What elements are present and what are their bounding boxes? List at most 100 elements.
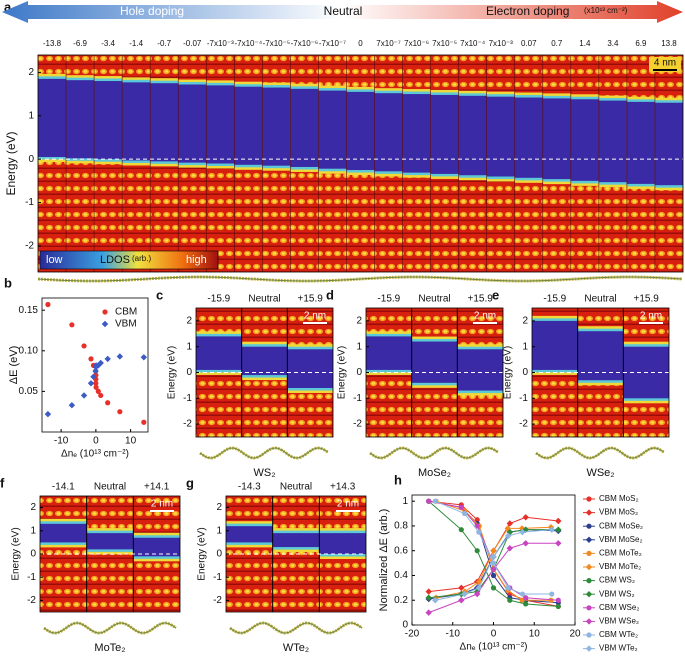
point — [555, 517, 562, 525]
y-tick-label: 0 — [356, 367, 362, 378]
point — [523, 601, 529, 607]
point — [90, 373, 97, 380]
doping-label: -0.7 — [157, 39, 171, 48]
y-tick-label: -2 — [183, 419, 192, 430]
legend-label: VBM MoTe₂ — [599, 562, 641, 571]
y-axis-label: Energy (eV) — [503, 346, 514, 399]
y-tick-label: 1 — [356, 341, 362, 352]
point — [505, 585, 511, 591]
band-gap — [196, 336, 242, 370]
band-gap — [206, 85, 235, 164]
point — [555, 526, 562, 533]
y-tick-label: 1 — [30, 525, 36, 536]
y-tick-label: 2 — [30, 502, 36, 513]
y-tick-label: -2 — [353, 419, 362, 430]
y-tick-label: 0 — [28, 154, 34, 165]
point — [519, 528, 526, 536]
panel-letter: a — [4, 0, 12, 14]
point — [490, 585, 497, 591]
point — [547, 523, 555, 531]
band-gap — [241, 346, 288, 376]
column-label: Neutral — [418, 294, 450, 305]
legend-marker — [585, 591, 593, 598]
legend-marker — [586, 632, 592, 638]
material-label: MoSe₂ — [418, 467, 451, 479]
point — [474, 517, 480, 523]
point — [490, 553, 497, 561]
panel-letter: b — [4, 275, 12, 290]
point — [458, 527, 464, 533]
band-gap — [402, 94, 431, 173]
band-gap — [514, 97, 543, 178]
legend-label: CBM WSe₂ — [599, 603, 639, 612]
band-gap — [38, 78, 67, 157]
panel-letter: g — [186, 475, 194, 490]
point — [104, 355, 111, 363]
y-tick-label: -2 — [27, 595, 36, 606]
y-tick-label: -1 — [25, 197, 34, 208]
y-axis-label: ΔE (eV) — [8, 346, 20, 385]
material-label: WSe₂ — [586, 467, 614, 479]
column-label: +15.9 — [468, 294, 494, 305]
y-tick-label: 2 — [186, 316, 192, 327]
column-label: Neutral — [280, 482, 312, 493]
point — [475, 584, 483, 592]
colorbar-unit: (arb.) — [132, 254, 151, 263]
band-gap — [654, 102, 683, 186]
x-tick-label: 10 — [125, 436, 137, 447]
point — [80, 392, 88, 399]
legend-label: VBM MoSe₂ — [599, 535, 643, 544]
x-tick-label: -10 — [446, 629, 461, 640]
column-label: +14.3 — [330, 482, 356, 493]
point — [474, 548, 480, 554]
point — [461, 590, 468, 598]
band-gap — [346, 91, 375, 171]
x-tick-label: -10 — [54, 436, 69, 447]
point — [105, 400, 111, 406]
band-gap — [290, 88, 319, 167]
doping-unit: (x10¹³ cm⁻²) — [584, 6, 628, 15]
y-tick-label: 0 — [216, 549, 222, 560]
x-tick-label: 0 — [491, 629, 497, 640]
doping-label: 7x10⁻⁷ — [376, 39, 401, 48]
legend-label: CBM WTe₂ — [599, 630, 638, 639]
point — [507, 597, 513, 603]
doping-label: -7x10⁻⁶ — [291, 39, 319, 48]
y-tick-label: -2 — [213, 595, 222, 606]
y-tick-label: 0.4 — [394, 570, 408, 581]
atomic-chain-core — [199, 447, 329, 459]
band-gap — [40, 523, 87, 543]
point — [69, 322, 75, 328]
doping-label: -6.9 — [73, 39, 87, 48]
panel-letter: d — [326, 287, 334, 302]
point — [44, 410, 52, 418]
legend-label: VBM WTe₂ — [599, 644, 638, 653]
point — [93, 380, 99, 386]
point — [490, 560, 497, 566]
x-tick-label: 10 — [529, 629, 541, 640]
doping-label: -3.4 — [101, 39, 115, 48]
band-gap — [318, 90, 347, 169]
legend-label: CBM — [115, 307, 137, 318]
legend-label: VBM WS₂ — [599, 589, 635, 598]
band-gap — [287, 349, 333, 388]
panel-letter: h — [394, 472, 402, 487]
legend-marker — [585, 618, 593, 625]
doping-label: 7x10⁻⁶ — [404, 39, 429, 48]
point — [98, 392, 104, 399]
band-gap — [262, 87, 291, 166]
doping-label: 7x10⁻³ — [489, 39, 514, 48]
legend-label: VBM — [115, 319, 137, 330]
point — [458, 584, 465, 592]
point — [140, 354, 148, 361]
legend-marker — [586, 496, 592, 502]
atomic-chain-core — [369, 447, 499, 459]
point — [92, 367, 99, 375]
y-tick-label: -1 — [353, 393, 362, 404]
point — [555, 597, 561, 603]
point — [432, 594, 440, 601]
band-gap — [486, 96, 515, 177]
legend-marker — [585, 645, 593, 652]
legend-marker — [586, 523, 592, 529]
